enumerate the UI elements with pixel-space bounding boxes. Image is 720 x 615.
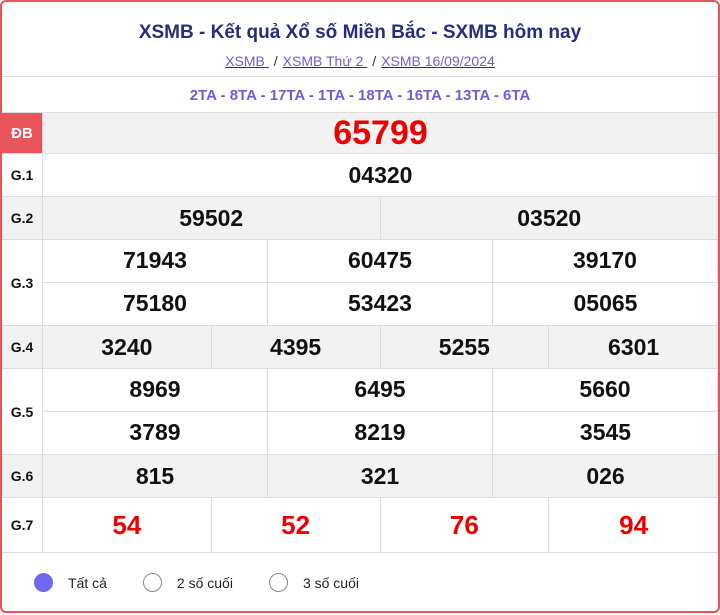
prize-values: 59502 03520 bbox=[43, 197, 718, 239]
filter-label: Tất cả bbox=[68, 574, 107, 591]
prize-row-g3: G.3 71943 60475 39170 75180 53423 05065 bbox=[2, 239, 718, 325]
prize-values: 3240 4395 5255 6301 bbox=[43, 326, 718, 368]
breadcrumb: XSMB / XSMB Thứ 2 /XSMB 16/09/2024 bbox=[2, 53, 718, 71]
prize-number: 8219 bbox=[268, 411, 493, 454]
prize-row-g1: G.1 04320 bbox=[2, 153, 718, 196]
prize-number: 53423 bbox=[268, 282, 493, 325]
prize-number: 05065 bbox=[573, 290, 638, 317]
filter-last-2[interactable]: 2 số cuối bbox=[142, 573, 233, 592]
prize-label: G.6 bbox=[2, 455, 43, 497]
prize-number: 04320 bbox=[348, 161, 413, 188]
prize-number: 03520 bbox=[517, 204, 582, 231]
breadcrumb-xsmb-thu2[interactable]: XSMB Thứ 2 bbox=[282, 53, 368, 69]
prize-number: 815 bbox=[43, 455, 268, 497]
prize-number: 59502 bbox=[43, 197, 381, 239]
breadcrumb-xsmb[interactable]: XSMB bbox=[225, 53, 269, 69]
filter-label: 3 số cuối bbox=[302, 574, 359, 591]
prize-values: 8969 6495 5660 3789 8219 3545 bbox=[43, 369, 718, 454]
prize-number: 6301 bbox=[608, 333, 660, 360]
prize-row-db: ĐB 65799 bbox=[2, 112, 718, 153]
filter-last-3[interactable]: 3 số cuối bbox=[268, 573, 359, 592]
filter-label: 2 số cuối bbox=[176, 574, 233, 591]
radio-icon[interactable] bbox=[268, 573, 288, 592]
prize-label: G.7 bbox=[2, 498, 43, 552]
breadcrumb-separator: / bbox=[372, 53, 377, 69]
prize-row-g2: G.2 59502 03520 bbox=[2, 196, 718, 239]
prize-label: G.1 bbox=[2, 154, 43, 196]
filter-all[interactable]: Tất cả bbox=[34, 573, 107, 592]
prize-number: 3789 bbox=[43, 411, 268, 454]
radio-icon[interactable] bbox=[142, 573, 162, 592]
prize-number: 94 bbox=[619, 509, 649, 540]
prize-number: 65799 bbox=[333, 113, 428, 152]
prize-number: 52 bbox=[212, 498, 381, 552]
prize-number: 5255 bbox=[381, 326, 550, 368]
prize-row-g4: G.4 3240 4395 5255 6301 bbox=[2, 325, 718, 368]
prize-number: 321 bbox=[268, 455, 493, 497]
prize-values: 815 321 026 bbox=[43, 455, 718, 497]
prize-number: 4395 bbox=[212, 326, 381, 368]
prize-label: ĐB bbox=[2, 113, 43, 153]
prize-number: 3545 bbox=[579, 419, 632, 446]
prize-number: 6495 bbox=[268, 369, 493, 412]
breadcrumb-separator: / bbox=[273, 53, 278, 69]
prize-number: 76 bbox=[381, 498, 550, 552]
page-title: XSMB - Kết quả Xổ số Miền Bắc - SXMB hôm… bbox=[138, 22, 582, 43]
prize-row-g5: G.5 8969 6495 5660 3789 8219 3545 bbox=[2, 368, 718, 454]
prize-number: 60475 bbox=[268, 240, 493, 283]
prize-number: 71943 bbox=[43, 240, 268, 283]
prize-values: 65799 bbox=[43, 113, 718, 153]
prize-label: G.2 bbox=[2, 197, 43, 239]
prize-values: 54 52 76 94 bbox=[43, 498, 718, 552]
prize-label: G.3 bbox=[2, 240, 43, 325]
prize-number: 026 bbox=[586, 462, 625, 489]
prize-row-g7: G.7 54 52 76 94 bbox=[2, 497, 718, 552]
prize-number: 39170 bbox=[493, 240, 718, 283]
prize-number: 8969 bbox=[43, 369, 268, 412]
prize-number: 3240 bbox=[43, 326, 212, 368]
prize-label: G.4 bbox=[2, 326, 43, 368]
breadcrumb-xsmb-date[interactable]: XSMB 16/09/2024 bbox=[381, 53, 495, 69]
prize-values: 71943 60475 39170 75180 53423 05065 bbox=[43, 240, 718, 325]
prize-label: G.5 bbox=[2, 369, 43, 454]
prize-values: 04320 bbox=[43, 154, 718, 196]
ticket-codes: 2TA - 8TA - 17TA - 1TA - 18TA - 16TA - 1… bbox=[2, 76, 718, 112]
radio-selected-icon[interactable] bbox=[34, 573, 53, 592]
prize-row-g6: G.6 815 321 026 bbox=[2, 454, 718, 497]
prize-number: 54 bbox=[43, 498, 212, 552]
prize-number: 75180 bbox=[43, 282, 268, 325]
prize-number: 5660 bbox=[493, 369, 718, 412]
digit-filter: Tất cả 2 số cuối 3 số cuối bbox=[2, 552, 718, 611]
